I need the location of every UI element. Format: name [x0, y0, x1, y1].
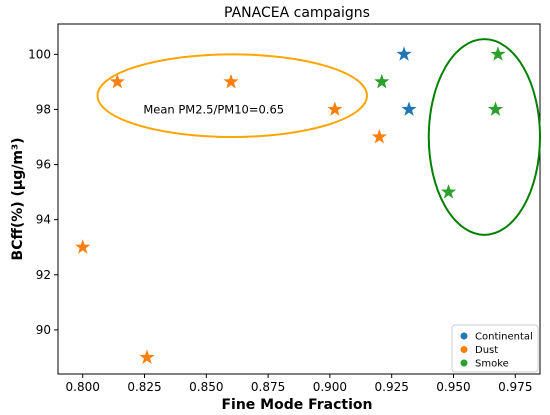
legend-marker-continental: [460, 332, 468, 340]
plot-frame: [57, 23, 541, 375]
point-dust: [75, 239, 91, 254]
point-dust: [139, 349, 155, 364]
legend-marker-smoke: [460, 359, 468, 367]
legend-marker-dust: [460, 346, 468, 353]
point-dust: [327, 101, 343, 116]
x-tick-label: 0.925: [375, 380, 409, 394]
plot-area: [57, 23, 541, 375]
y-tick-label: 92: [36, 268, 51, 282]
x-tick-label: 0.900: [313, 380, 347, 394]
point-smoke: [440, 184, 457, 199]
point-continental: [396, 46, 412, 61]
x-tick-label: 0.950: [436, 380, 470, 394]
point-continental: [401, 101, 417, 116]
legend-label-dust: Dust: [475, 345, 498, 356]
y-axis: 90 92 94 96 98 100: [28, 47, 58, 337]
x-tick-label: 0.875: [251, 380, 285, 394]
legend: Continental Dust Smoke: [451, 324, 539, 373]
x-tick-label: 0.850: [189, 380, 223, 394]
legend-label-smoke: Smoke: [475, 359, 509, 370]
x-axis: 0.800 0.825 0.850 0.875 0.900 0.925 0.950 0.975: [66, 374, 532, 394]
annotation-label: Mean PM2.5/PM10=0.65: [143, 102, 284, 116]
point-dust: [371, 128, 387, 144]
point-smoke: [374, 73, 390, 89]
x-axis-label: Fine Mode Fraction: [221, 397, 372, 413]
chart-title: PANACEA campaigns: [224, 5, 370, 21]
highlight-ellipse-2: [427, 38, 541, 236]
x-tick-label: 0.800: [66, 380, 100, 394]
x-tick-label: 0.825: [127, 380, 161, 394]
legend-label-continental: Continental: [475, 332, 533, 343]
legend-box: [451, 324, 539, 373]
highlight-ellipses: [96, 38, 541, 236]
y-tick-label: 96: [36, 158, 51, 172]
x-tick-label: 0.975: [498, 380, 532, 394]
y-tick-label: 94: [36, 213, 51, 227]
point-smoke: [487, 101, 504, 116]
y-tick-label: 90: [36, 323, 51, 337]
y-tick-label: 98: [36, 102, 51, 116]
point-dust: [109, 73, 125, 89]
y-axis-label: BCff(%) (μg/m³): [10, 138, 26, 261]
point-smoke: [490, 46, 506, 61]
point-dust: [223, 73, 239, 89]
y-tick-label: 100: [28, 47, 51, 61]
highlight-ellipse-1: [96, 53, 368, 138]
data-points: [75, 46, 506, 364]
